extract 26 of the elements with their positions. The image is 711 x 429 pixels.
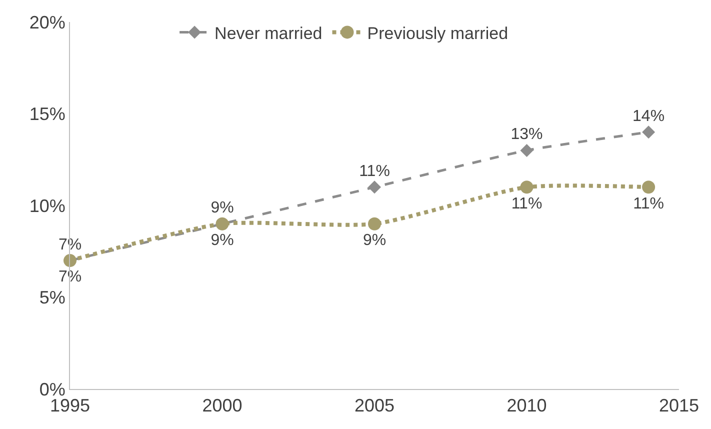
x-tick-label: 2010 [506, 396, 547, 416]
data-label: 9% [210, 232, 234, 249]
point [368, 217, 381, 230]
x-tick-label: 2000 [202, 396, 242, 416]
data-label: 9% [210, 200, 234, 217]
data-label: 11% [511, 195, 542, 212]
point [520, 144, 534, 157]
y-tick-label: 5% [39, 288, 66, 308]
data-label: 14% [632, 108, 665, 125]
point [642, 126, 656, 139]
point [520, 180, 534, 194]
x-tick-label: 2015 [658, 396, 700, 416]
data-label: 11% [359, 162, 390, 180]
data-label: 11% [633, 195, 664, 212]
data-label: 9% [362, 232, 386, 249]
point [368, 180, 381, 194]
y-tick-label: 10% [29, 196, 66, 216]
y-tick-label: 20% [29, 12, 66, 32]
y-tick-label: 15% [29, 104, 66, 124]
data-label: 7% [58, 236, 82, 254]
legend-label: Previously married [367, 24, 508, 43]
x-tick-label: 2005 [354, 396, 395, 416]
legend-label: Never married [214, 24, 322, 43]
point [642, 180, 656, 194]
data-label: 7% [58, 268, 82, 286]
data-label: 13% [510, 126, 543, 144]
